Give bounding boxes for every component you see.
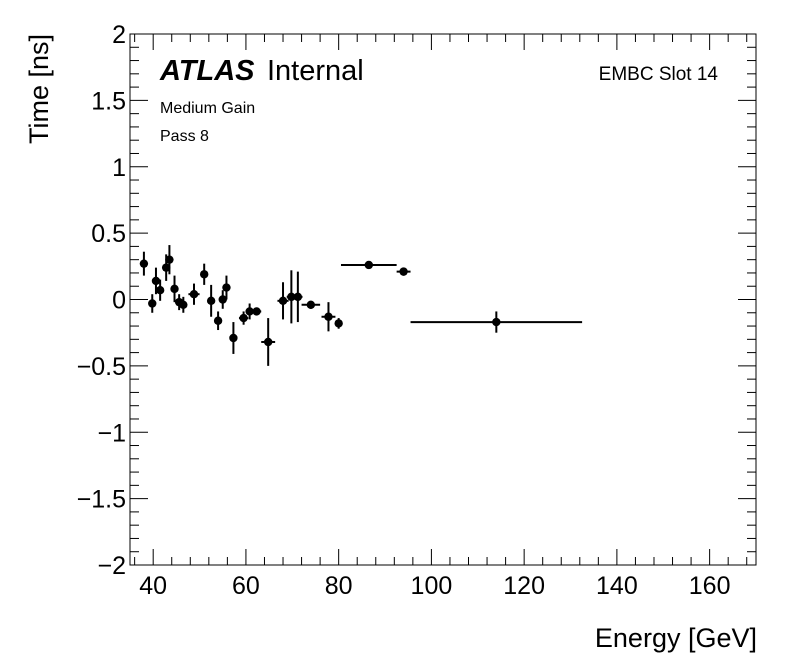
y-tick-label: 1.5 (91, 87, 126, 115)
data-marker (179, 300, 188, 310)
data-marker (213, 316, 223, 325)
data-marker (245, 307, 254, 316)
y-tick-label: −1 (97, 419, 126, 447)
y-axis-title: Time [ns] (24, 34, 54, 144)
data-point (396, 267, 411, 276)
data-point (222, 275, 231, 300)
data-marker (170, 284, 179, 294)
y-tick-label: −1.5 (77, 486, 126, 514)
data-marker (492, 317, 501, 327)
atlas-label: ATLAS Internal (159, 55, 364, 87)
x-tick-label: 140 (596, 572, 638, 600)
data-marker (139, 259, 149, 268)
data-marker (189, 289, 199, 299)
data-point (170, 275, 179, 303)
data-points-layer (139, 245, 583, 366)
data-marker (306, 300, 316, 310)
data-point (340, 260, 397, 270)
data-point (155, 279, 165, 301)
data-point (277, 282, 289, 320)
data-marker (151, 276, 161, 286)
data-point (286, 270, 297, 324)
data-marker (287, 292, 296, 302)
data-point (229, 322, 238, 354)
data-marker (399, 267, 408, 276)
atlas-status-text: Internal (267, 55, 364, 87)
data-point (301, 300, 321, 310)
data-point (261, 318, 276, 366)
x-tick-label: 60 (232, 572, 260, 600)
x-tick-label: 100 (411, 572, 453, 600)
data-marker (218, 295, 227, 304)
data-marker (324, 312, 333, 321)
tick-labels-layer: 40 60 80 100 120 140 160 −2 −1.5 −1 −0.5 0 0.5 1 1.5 2 (77, 21, 731, 600)
x-tick-label: 160 (689, 572, 731, 600)
data-marker (199, 270, 209, 279)
y-tick-label: −0.5 (77, 353, 126, 381)
y-tick-label: −2 (97, 552, 126, 580)
data-point (213, 311, 223, 331)
data-marker (161, 263, 171, 272)
data-marker (252, 307, 261, 316)
data-marker (229, 333, 238, 343)
data-point (238, 311, 249, 325)
y-tick-label: 1 (112, 154, 126, 182)
y-tick-label: 0.5 (91, 220, 126, 248)
data-point (199, 263, 209, 285)
data-point (334, 318, 343, 329)
y-tick-label: 0 (112, 287, 126, 315)
data-marker (165, 255, 174, 264)
data-point (321, 302, 336, 332)
data-marker (148, 299, 157, 308)
x-tick-label: 80 (325, 572, 353, 600)
ticks-layer (130, 33, 756, 566)
data-point (218, 290, 227, 309)
data-point (165, 245, 174, 275)
data-marker (364, 260, 374, 270)
data-point (188, 283, 200, 305)
data-point (410, 311, 583, 333)
x-tick-label: 120 (503, 572, 545, 600)
x-tick-label: 40 (139, 572, 167, 600)
data-point (251, 307, 262, 316)
data-marker (278, 296, 288, 306)
atlas-bold-text: ATLAS (159, 55, 255, 87)
data-marker (334, 319, 343, 328)
data-point (245, 303, 254, 320)
data-point (293, 271, 303, 323)
data-marker (222, 283, 231, 292)
pass-label: Pass 8 (160, 128, 209, 145)
y-tick-label: 2 (112, 21, 126, 49)
slot-label: EMBC Slot 14 (599, 64, 719, 85)
data-point (139, 251, 149, 276)
data-marker (155, 286, 165, 295)
data-point (206, 284, 216, 317)
data-point (179, 296, 188, 313)
data-marker (239, 313, 248, 323)
data-point (148, 294, 157, 313)
x-axis-title: Energy [GeV] (595, 623, 757, 653)
data-marker (263, 337, 273, 347)
data-marker (293, 292, 303, 302)
gain-label: Medium Gain (160, 100, 255, 117)
data-marker (206, 296, 216, 306)
